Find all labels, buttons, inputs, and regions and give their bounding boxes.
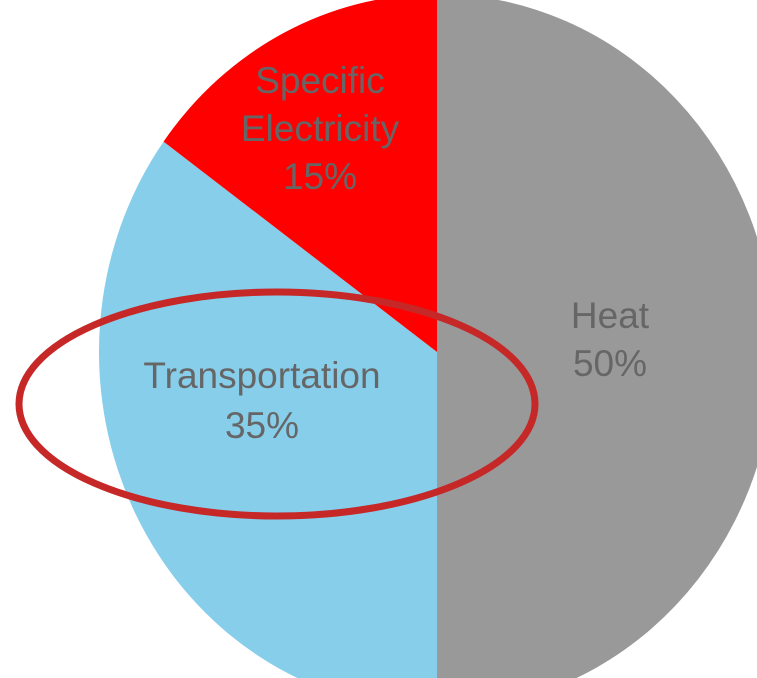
slice-labels: Heat 50% Transportation 35% Specific Electric… <box>143 60 649 446</box>
slice-label-transportation: Transportation 35% <box>143 355 380 446</box>
slice-label-specific-electricity: Specific Electricity 15% <box>241 60 400 197</box>
highlight-ellipse <box>15 288 539 520</box>
slice-value-label: 50% <box>573 343 647 384</box>
slice-name-label: Specific <box>255 60 385 101</box>
pie-slice-transportation <box>99 141 437 678</box>
pie-slice-specific-electricity <box>163 0 437 352</box>
pie-slice-heat <box>437 0 757 678</box>
slice-value-label: 35% <box>225 405 299 446</box>
slice-value-label: 15% <box>283 156 357 197</box>
slice-label-heat: Heat 50% <box>571 295 650 384</box>
slice-name-label: Electricity <box>241 108 400 149</box>
slice-name-label: Transportation <box>143 355 380 396</box>
pie-slices <box>99 0 757 678</box>
slice-name-label: Heat <box>571 295 650 336</box>
